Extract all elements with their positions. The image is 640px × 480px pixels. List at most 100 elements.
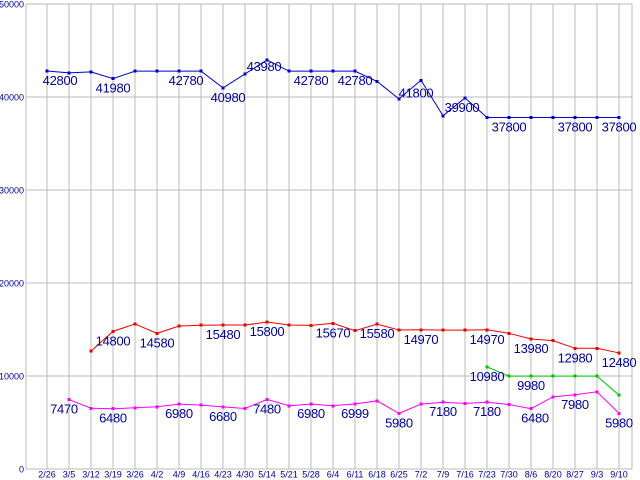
series-green-point-label: 9980	[517, 378, 545, 393]
series-red-marker	[617, 351, 621, 355]
series-magenta-point-label: 6980	[165, 406, 193, 421]
series-magenta-marker	[551, 395, 555, 399]
y-axis-tick-label: 0	[19, 465, 24, 475]
series-blue-point-label: 42780	[338, 73, 373, 88]
x-axis-tick-label: 3/12	[82, 470, 100, 480]
series-green-marker	[507, 374, 511, 378]
series-magenta-marker	[529, 407, 533, 411]
x-axis-tick-label: 4/2	[151, 470, 164, 480]
x-axis-tick-label: 3/19	[104, 470, 122, 480]
series-blue-point-label: 42780	[294, 73, 329, 88]
x-axis-tick-label: 6/11	[347, 470, 364, 480]
x-axis-tick-label: 2/26	[38, 470, 56, 480]
series-magenta-marker	[309, 402, 313, 406]
series-magenta-marker	[419, 402, 423, 406]
series-red-marker	[397, 328, 401, 332]
x-axis-tick-label: 7/9	[437, 470, 450, 480]
series-red-marker	[89, 349, 93, 353]
series-blue-marker	[133, 69, 137, 73]
series-blue-marker	[551, 115, 555, 119]
series-blue-point-label: 37800	[602, 119, 637, 134]
series-red-point-label: 14970	[470, 332, 505, 347]
series-blue-point-label: 37800	[492, 119, 527, 134]
series-blue-marker	[485, 115, 489, 119]
series-blue-marker	[441, 114, 445, 118]
series-magenta-point-label: 6680	[209, 409, 237, 424]
series-blue-marker	[177, 69, 181, 73]
series-blue-marker	[111, 77, 115, 81]
series-blue-point-label: 40980	[211, 90, 246, 105]
series-red-marker	[441, 328, 445, 332]
series-blue-marker	[199, 69, 203, 73]
series-red-point-label: 14800	[96, 333, 131, 348]
series-red-marker	[573, 346, 577, 350]
series-magenta-marker	[397, 411, 401, 415]
series-blue-marker	[45, 69, 49, 73]
series-magenta-marker	[617, 411, 621, 415]
y-axis-tick-label: 20000	[0, 279, 24, 289]
series-magenta-marker	[485, 400, 489, 404]
series-blue-marker	[287, 69, 291, 73]
series-green-marker	[551, 374, 555, 378]
series-blue-marker	[243, 72, 247, 76]
series-magenta-marker	[507, 403, 511, 407]
series-blue-marker	[529, 115, 533, 119]
series-magenta-marker	[221, 405, 225, 409]
x-axis-tick-label: 4/23	[214, 470, 232, 480]
series-magenta-point-label: 5980	[385, 415, 413, 430]
series-magenta-point-label: 7480	[253, 401, 281, 416]
series-blue-marker	[155, 69, 159, 73]
series-red-point-label: 14580	[140, 335, 175, 350]
series-magenta-point-label: 6980	[297, 406, 325, 421]
series-red-marker	[287, 323, 291, 327]
x-axis-tick-label: 6/18	[368, 470, 386, 480]
series-blue-marker	[595, 115, 599, 119]
series-red-marker	[507, 331, 511, 335]
series-red-marker	[463, 328, 467, 332]
x-axis-tick-label: 8/6	[525, 470, 538, 480]
series-green-marker	[485, 365, 489, 369]
x-axis-tick-label: 7/23	[478, 470, 496, 480]
series-magenta-marker	[133, 406, 137, 410]
series-magenta-marker	[155, 405, 159, 409]
series-magenta-point-label: 7470	[50, 402, 78, 417]
series-red-marker	[177, 324, 181, 328]
series-blue-marker	[331, 69, 335, 73]
x-axis-tick-label: 8/20	[544, 470, 562, 480]
series-blue-point-label: 42800	[43, 73, 78, 88]
x-axis-tick-label: 3/26	[126, 470, 144, 480]
series-green-marker	[529, 374, 533, 378]
series-red-marker	[221, 323, 225, 327]
series-red-marker	[331, 321, 335, 325]
y-axis-tick-label: 50000	[0, 0, 24, 10]
x-axis-tick-label: 5/28	[302, 470, 320, 480]
series-blue-point-label: 41980	[96, 81, 131, 96]
y-axis-tick-label: 40000	[0, 93, 24, 103]
series-blue-marker	[507, 115, 511, 119]
series-blue-marker	[573, 115, 577, 119]
series-blue-point-label: 39900	[445, 100, 480, 115]
series-magenta-point-label: 6999	[341, 406, 369, 421]
x-axis-tick-label: 4/30	[236, 470, 254, 480]
series-magenta-point-label: 7980	[561, 397, 589, 412]
series-red-marker	[353, 329, 357, 333]
y-axis-tick-label: 10000	[0, 372, 24, 382]
x-axis-tick-label: 6/25	[390, 470, 408, 480]
series-blue-marker	[375, 79, 379, 83]
series-magenta-marker	[67, 398, 71, 402]
series-blue-marker	[463, 96, 467, 100]
series-blue-point-label: 37800	[558, 119, 593, 134]
series-red-point-label: 15580	[360, 326, 395, 341]
x-axis-tick-label: 5/14	[258, 470, 276, 480]
series-red-marker	[265, 320, 269, 324]
series-magenta-marker	[111, 407, 115, 411]
x-axis-tick-label: 4/9	[173, 470, 186, 480]
series-red-marker	[243, 323, 247, 327]
x-axis-tick-label: 5/21	[280, 470, 298, 480]
series-red-marker	[485, 328, 489, 332]
series-green-marker	[595, 374, 599, 378]
series-magenta-marker	[573, 393, 577, 397]
series-magenta-marker	[463, 401, 467, 405]
series-magenta-marker	[243, 406, 247, 410]
